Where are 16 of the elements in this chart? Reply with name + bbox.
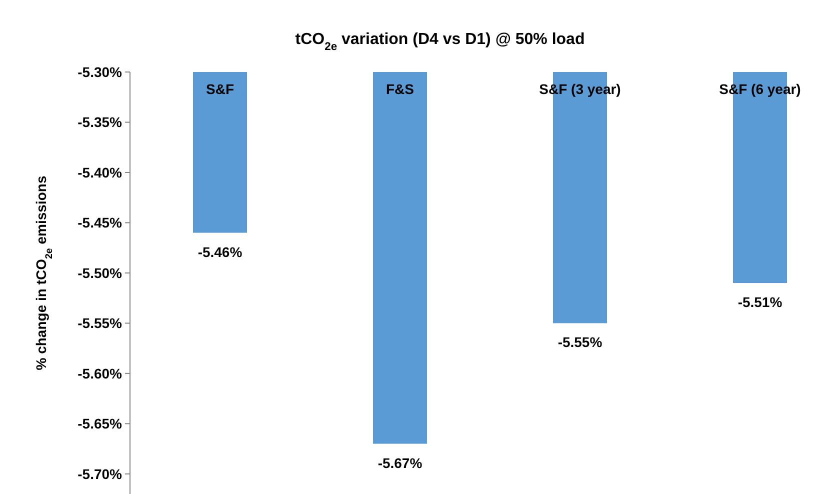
data-label: -5.46%	[198, 244, 243, 260]
y-tick-label: -5.45%	[78, 214, 123, 231]
y-tick-label: -5.40%	[78, 164, 123, 180]
data-label: -5.55%	[558, 334, 603, 350]
y-tick-label: -5.60%	[78, 365, 123, 382]
data-label: -5.51%	[738, 294, 783, 310]
y-tick-label: -5.50%	[78, 264, 123, 281]
y-tick-label: -5.55%	[78, 315, 123, 332]
x-tick-label: F&S	[386, 81, 414, 97]
y-tick-label: -5.65%	[78, 416, 123, 432]
y-tick-label: -5.70%	[78, 466, 123, 482]
x-tick-label: S&F	[206, 81, 234, 97]
y-tick-label: -5.35%	[78, 114, 123, 130]
y-tick-label: -5.30%	[78, 64, 123, 80]
data-label: -5.67%	[378, 454, 423, 471]
chart-title: tCO$_{2e}$ variation (D4 vs D1) @ 50% load	[295, 31, 585, 53]
